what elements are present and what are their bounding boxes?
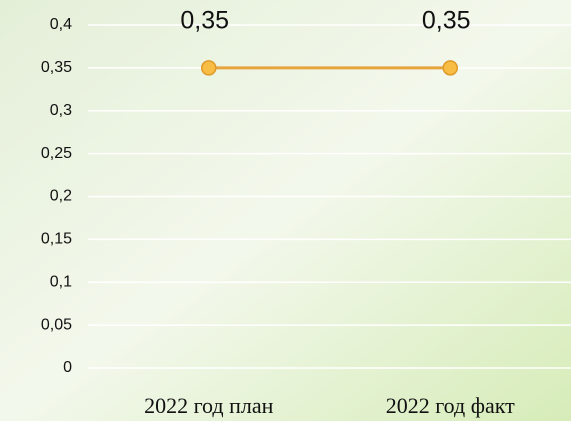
x-tick-label: 2022 год план (144, 393, 274, 418)
data-point (442, 60, 458, 76)
y-tick-label: 0,2 (50, 188, 72, 205)
data-label: 0,35 (180, 7, 229, 35)
y-tick-label: 0,25 (41, 145, 72, 162)
y-tick-label: 0,4 (50, 16, 72, 33)
y-tick-label: 0,1 (50, 273, 72, 290)
y-tick-label: 0,15 (41, 231, 72, 248)
data-point (201, 60, 217, 76)
y-tick-label: 0,05 (41, 316, 72, 333)
x-tick-label: 2022 год факт (386, 393, 515, 418)
data-label: 0,35 (422, 7, 471, 35)
y-tick-label: 0,3 (50, 102, 72, 119)
y-tick-label: 0,35 (41, 59, 72, 76)
y-tick-label: 0 (63, 359, 72, 376)
